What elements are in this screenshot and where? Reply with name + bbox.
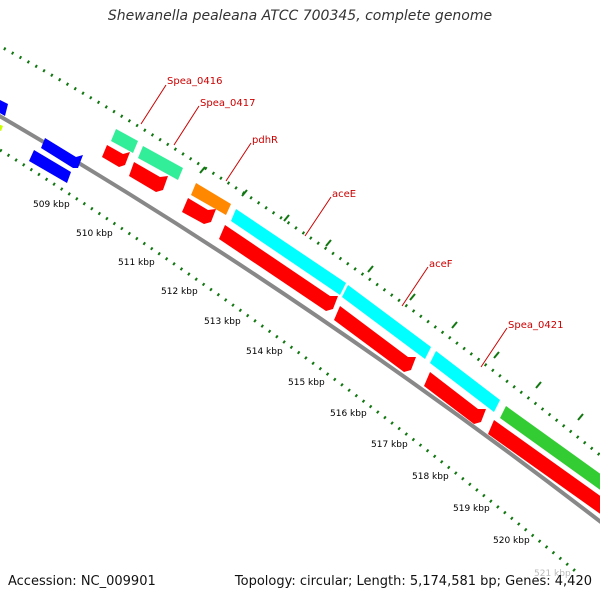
cds-arrow-spea0416[interactable] (102, 145, 130, 167)
accession-text: Accession: NC_009901 (8, 574, 156, 589)
scale-label: 519 kbp (453, 504, 490, 514)
scale-label: 517 kbp (371, 440, 408, 450)
gene-label-spea0421[interactable]: Spea_0421 (508, 320, 563, 331)
cds-arrow-aceE[interactable] (219, 225, 338, 311)
gene-blue-left-b[interactable] (29, 150, 71, 183)
gene-label-pdhR[interactable]: pdhR (252, 135, 278, 146)
map-title: Shewanella pealeana ATCC 700345, complet… (107, 8, 493, 24)
scale-label: 509 kbp (33, 200, 70, 210)
scale-labels: 509 kbp 510 kbp 511 kbp 512 kbp 513 kbp … (33, 200, 571, 579)
gene-label-aceF[interactable]: aceF (429, 259, 453, 270)
scale-label: 518 kbp (412, 472, 449, 482)
gene-blue-upper[interactable] (0, 99, 8, 116)
cds-arrow-spea0417[interactable] (129, 162, 168, 192)
gene-blue-left-a[interactable] (41, 138, 83, 168)
cds-arrow-spea0421a[interactable] (424, 372, 486, 424)
cds-arrow-spea0421b[interactable] (488, 420, 600, 518)
cds-arrow-pdhR[interactable] (182, 198, 216, 224)
gene-label-spea0416[interactable]: Spea_0416 (167, 76, 222, 87)
scale-label: 510 kbp (76, 229, 113, 239)
gene-spea0417[interactable] (138, 146, 183, 180)
genome-info-text: Topology: circular; Length: 5,174,581 bp… (234, 574, 592, 589)
gene-labels: Spea_0416 Spea_0417 pdhR aceE aceF Spea_… (167, 76, 563, 331)
scale-label: 515 kbp (288, 378, 325, 388)
scale-label: 521 kbp (534, 569, 571, 579)
genome-backbone (0, 114, 600, 524)
gene-label-spea0417[interactable]: Spea_0417 (200, 98, 255, 109)
scale-label: 520 kbp (493, 536, 530, 546)
gene-label-aceE[interactable]: aceE (332, 189, 356, 200)
gene-aceF[interactable] (342, 285, 431, 359)
gene-label-leaders (140, 84, 508, 368)
cds-arrow-aceF[interactable] (334, 306, 416, 372)
scale-label: 513 kbp (204, 317, 241, 327)
scale-label: 514 kbp (246, 347, 283, 357)
gene-aceE[interactable] (231, 209, 346, 295)
gene-spea0421[interactable] (500, 406, 600, 494)
gene-spea0416[interactable] (111, 129, 138, 153)
gene-pdhR[interactable] (191, 183, 231, 215)
gene-yellow-sliver[interactable] (0, 124, 3, 131)
inner-dotted-guide (0, 148, 581, 577)
scale-label: 512 kbp (161, 287, 198, 297)
scale-label: 511 kbp (118, 258, 155, 268)
gene-aceF-tail[interactable] (430, 351, 500, 412)
outer-dotted-guide (0, 44, 600, 458)
forward-tick-marks (199, 166, 584, 421)
scale-label: 516 kbp (330, 409, 367, 419)
